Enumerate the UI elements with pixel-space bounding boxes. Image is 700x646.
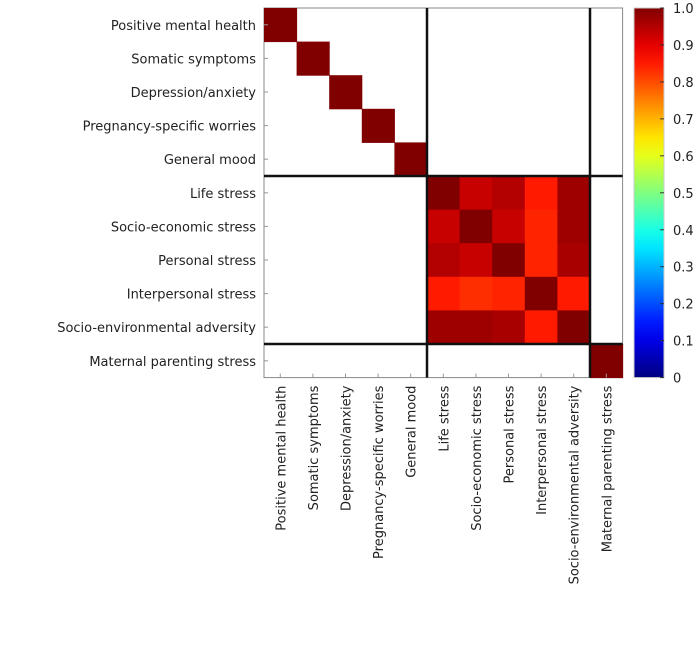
heatmap-cell: [524, 243, 558, 278]
heatmap-cell: [524, 310, 558, 345]
colorbar-tick-label: 1.0: [673, 2, 694, 17]
y-tick-label: Life stress: [190, 187, 256, 202]
x-tick-label: Positive mental health: [274, 386, 289, 531]
x-tick-label: Life stress: [437, 385, 452, 451]
colorbar-tick-label: 0.8: [673, 76, 694, 91]
x-tick-label: Pregnancy-specific worries: [372, 385, 387, 559]
y-tick-label: Socio-environmental adversity: [57, 321, 256, 336]
heatmap-cell: [427, 276, 461, 311]
y-tick-label: Positive mental health: [111, 19, 256, 34]
heatmap-cell: [492, 243, 526, 278]
heatmap-cell: [557, 310, 591, 345]
heatmap-cell: [492, 209, 526, 244]
y-tick-label: Pregnancy-specific worries: [83, 120, 257, 135]
heatmap-cell: [557, 243, 591, 278]
y-tick-label: Interpersonal stress: [127, 288, 256, 303]
colorbar-tick-label: 0.1: [673, 335, 694, 350]
x-tick-label: Socio-economic stress: [470, 385, 485, 530]
heatmap-cell: [459, 310, 493, 345]
colorbar-tick-label: 0.7: [673, 113, 694, 128]
heatmap-cell: [296, 41, 330, 76]
y-tick-label: Socio-economic stress: [111, 220, 256, 235]
heatmap-cell: [492, 310, 526, 345]
x-tick-label: Personal stress: [503, 385, 518, 483]
colorbar: [633, 7, 665, 379]
y-tick-label: Somatic symptoms: [131, 52, 256, 67]
heatmap-cell: [394, 142, 428, 177]
heatmap-cell: [524, 176, 558, 211]
colorbar-tick-label: 0: [673, 372, 681, 387]
heatmap-cell: [427, 176, 461, 211]
heatmap-cell: [459, 209, 493, 244]
colorbar-tick-label: 0.4: [673, 224, 694, 239]
x-tick-label: Somatic symptoms: [307, 385, 322, 510]
heatmap-cell: [557, 176, 591, 211]
colorbar-tick-label: 0.9: [673, 39, 694, 54]
y-tick-label: Depression/anxiety: [131, 86, 257, 101]
heatmap-cell: [492, 176, 526, 211]
x-tick-label: Socio-environmental adversity: [568, 385, 583, 584]
heatmap-cell: [524, 276, 558, 311]
heatmap-cell: [329, 75, 363, 110]
heatmap-cell: [427, 243, 461, 278]
colorbar-tick-label: 0.3: [673, 261, 694, 276]
colorbar-tick-label: 0.2: [673, 298, 694, 313]
x-tick-label: Interpersonal stress: [535, 385, 550, 514]
heatmap-cell: [557, 276, 591, 311]
heatmap-cell: [361, 108, 395, 143]
colorbar-tick-label: 0.6: [673, 150, 694, 165]
colorbar-tick-label: 0.5: [673, 187, 694, 202]
heatmap-cell: [427, 310, 461, 345]
heatmap-cell: [459, 176, 493, 211]
heatmap-cell: [524, 209, 558, 244]
y-tick-label: Personal stress: [158, 254, 256, 269]
y-tick-label: General mood: [164, 153, 256, 168]
heatmap-cell: [459, 243, 493, 278]
heatmap-cell: [557, 209, 591, 244]
heatmap-cell: [459, 276, 493, 311]
heatmap-cell: [427, 209, 461, 244]
x-tick-label: Depression/anxiety: [340, 385, 355, 511]
y-tick-label: Maternal parenting stress: [89, 355, 256, 370]
heatmap-cell: [492, 276, 526, 311]
x-tick-label: Maternal parenting stress: [600, 385, 615, 552]
heatmap-cell: [590, 344, 624, 379]
heatmap-cell: [264, 8, 298, 43]
x-tick-label: General mood: [405, 386, 420, 478]
